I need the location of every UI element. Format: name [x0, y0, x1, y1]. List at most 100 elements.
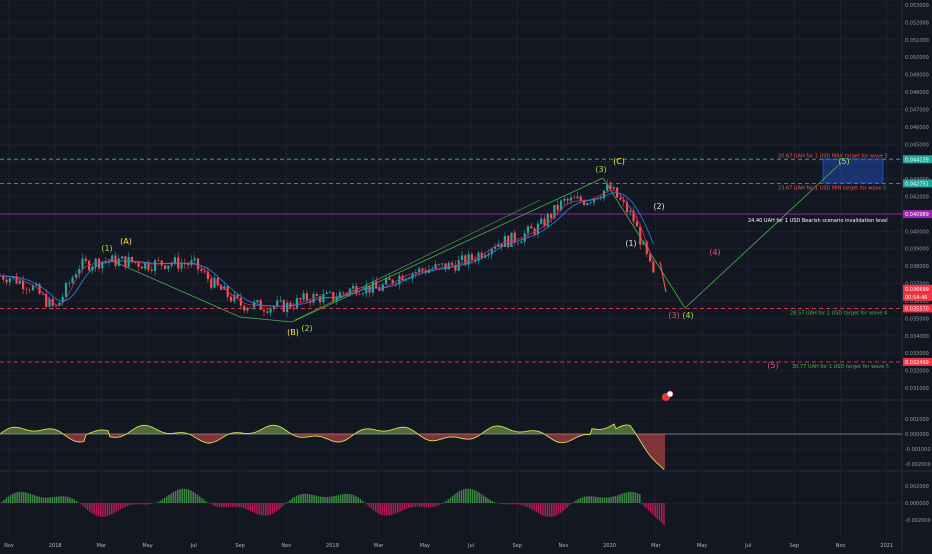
osc2-bar: [219, 503, 221, 507]
osc2-bar: [162, 499, 164, 503]
candle-body: [642, 242, 644, 245]
osc2-bar: [386, 503, 388, 516]
osc2-bar: [144, 503, 146, 504]
y-tick-label: 0.051000: [905, 38, 929, 44]
osc2-bar: [481, 494, 483, 503]
osc2-bar: [32, 495, 34, 503]
osc2-bar: [661, 503, 663, 523]
osc2-bar: [606, 498, 608, 503]
osc2-bar: [38, 497, 40, 503]
candle-body: [210, 279, 212, 288]
osc2-bar: [309, 494, 311, 503]
candle-body: [161, 261, 163, 266]
osc2-bar: [122, 503, 124, 508]
candle-body: [352, 286, 354, 289]
osc2-bar: [214, 503, 216, 506]
osc2-bar: [536, 503, 538, 512]
candle-body: [293, 308, 295, 309]
osc2-bar: [151, 503, 153, 504]
wave-label: (2): [301, 324, 312, 333]
osc1-tick-label: -0.002000: [905, 462, 931, 468]
osc2-bar: [245, 503, 247, 509]
candle-body: [19, 281, 21, 284]
osc2-bar: [63, 496, 65, 503]
osc2-bar: [311, 495, 313, 503]
osc2-bar: [230, 503, 232, 507]
candle-body: [164, 265, 166, 269]
osc2-bar: [307, 494, 309, 503]
candle-body: [342, 292, 344, 293]
candle-body: [573, 198, 575, 199]
osc2-bar: [525, 503, 527, 506]
osc2-bar: [168, 495, 170, 503]
osc2-bar: [3, 500, 4, 503]
candle-body: [128, 257, 130, 267]
osc2-bar: [450, 498, 452, 503]
osc2-bar: [373, 503, 375, 510]
candle-body: [329, 292, 331, 293]
osc2-bar: [360, 499, 362, 503]
candle-body: [652, 261, 654, 272]
osc2-bar: [93, 503, 95, 515]
osc2-bar: [522, 503, 524, 506]
candle-body: [81, 259, 83, 269]
osc2-bar: [263, 503, 265, 516]
candle-body: [124, 256, 126, 267]
osc2-bar: [492, 501, 494, 503]
osc2-bar: [544, 503, 546, 516]
osc2-bar: [177, 490, 179, 503]
osc2-bar: [604, 498, 606, 503]
osc2-bar: [419, 503, 421, 507]
y-tick-label: 0.035000: [905, 316, 929, 322]
candle-body: [303, 293, 305, 299]
osc2-bar: [586, 496, 588, 503]
osc2-bar: [289, 500, 291, 503]
osc2-bar: [333, 496, 335, 503]
osc2-bar: [439, 503, 441, 505]
osc2-bar: [500, 503, 502, 504]
candle-body: [101, 262, 103, 269]
osc2-bar: [621, 494, 623, 503]
osc2-bar: [269, 503, 271, 515]
osc2-bar: [659, 503, 661, 521]
candle-body: [200, 269, 202, 271]
candle-body: [138, 263, 140, 267]
level-annotation: 30.77 UAH for 1 USD target for wave 5: [792, 364, 889, 370]
x-tick-label: May: [420, 543, 430, 549]
osc2-bar: [340, 495, 342, 503]
osc2-bar: [118, 503, 120, 510]
osc2-bar: [14, 493, 16, 503]
wave-label: (2): [653, 202, 664, 211]
osc2-bar: [338, 495, 340, 503]
osc2-bar: [274, 503, 276, 513]
osc2-bar: [113, 503, 115, 513]
osc2-bar: [390, 503, 392, 515]
x-tick-label: 2021: [880, 543, 893, 549]
osc2-bar: [489, 500, 491, 503]
osc2-bar: [41, 497, 43, 503]
y-tick-label: 0.031000: [905, 386, 929, 392]
osc2-bar: [56, 497, 58, 503]
level-annotation: 20.67 UAH for 1 USD MAX target for wave …: [778, 153, 888, 159]
osc2-bar: [232, 503, 234, 507]
osc2-bar: [210, 503, 212, 504]
osc2-bar: [615, 496, 617, 503]
osc2-bar: [349, 494, 351, 503]
osc2-bar: [188, 490, 190, 503]
candle-body: [613, 187, 615, 188]
candle-body: [369, 285, 371, 292]
osc2-bar: [175, 491, 177, 503]
osc2-bar: [184, 489, 186, 503]
osc2-bar: [580, 498, 582, 503]
osc1-tick-label: 0.000000: [905, 432, 929, 438]
osc2-bar: [597, 497, 599, 503]
osc2-bar: [91, 503, 93, 513]
osc2-bar: [8, 497, 10, 503]
osc2-bar: [417, 503, 419, 507]
osc2-bar: [19, 492, 21, 503]
osc1-tick-label: -0.001000: [905, 447, 931, 453]
osc2-bar: [140, 503, 142, 504]
candle-body: [246, 308, 248, 310]
